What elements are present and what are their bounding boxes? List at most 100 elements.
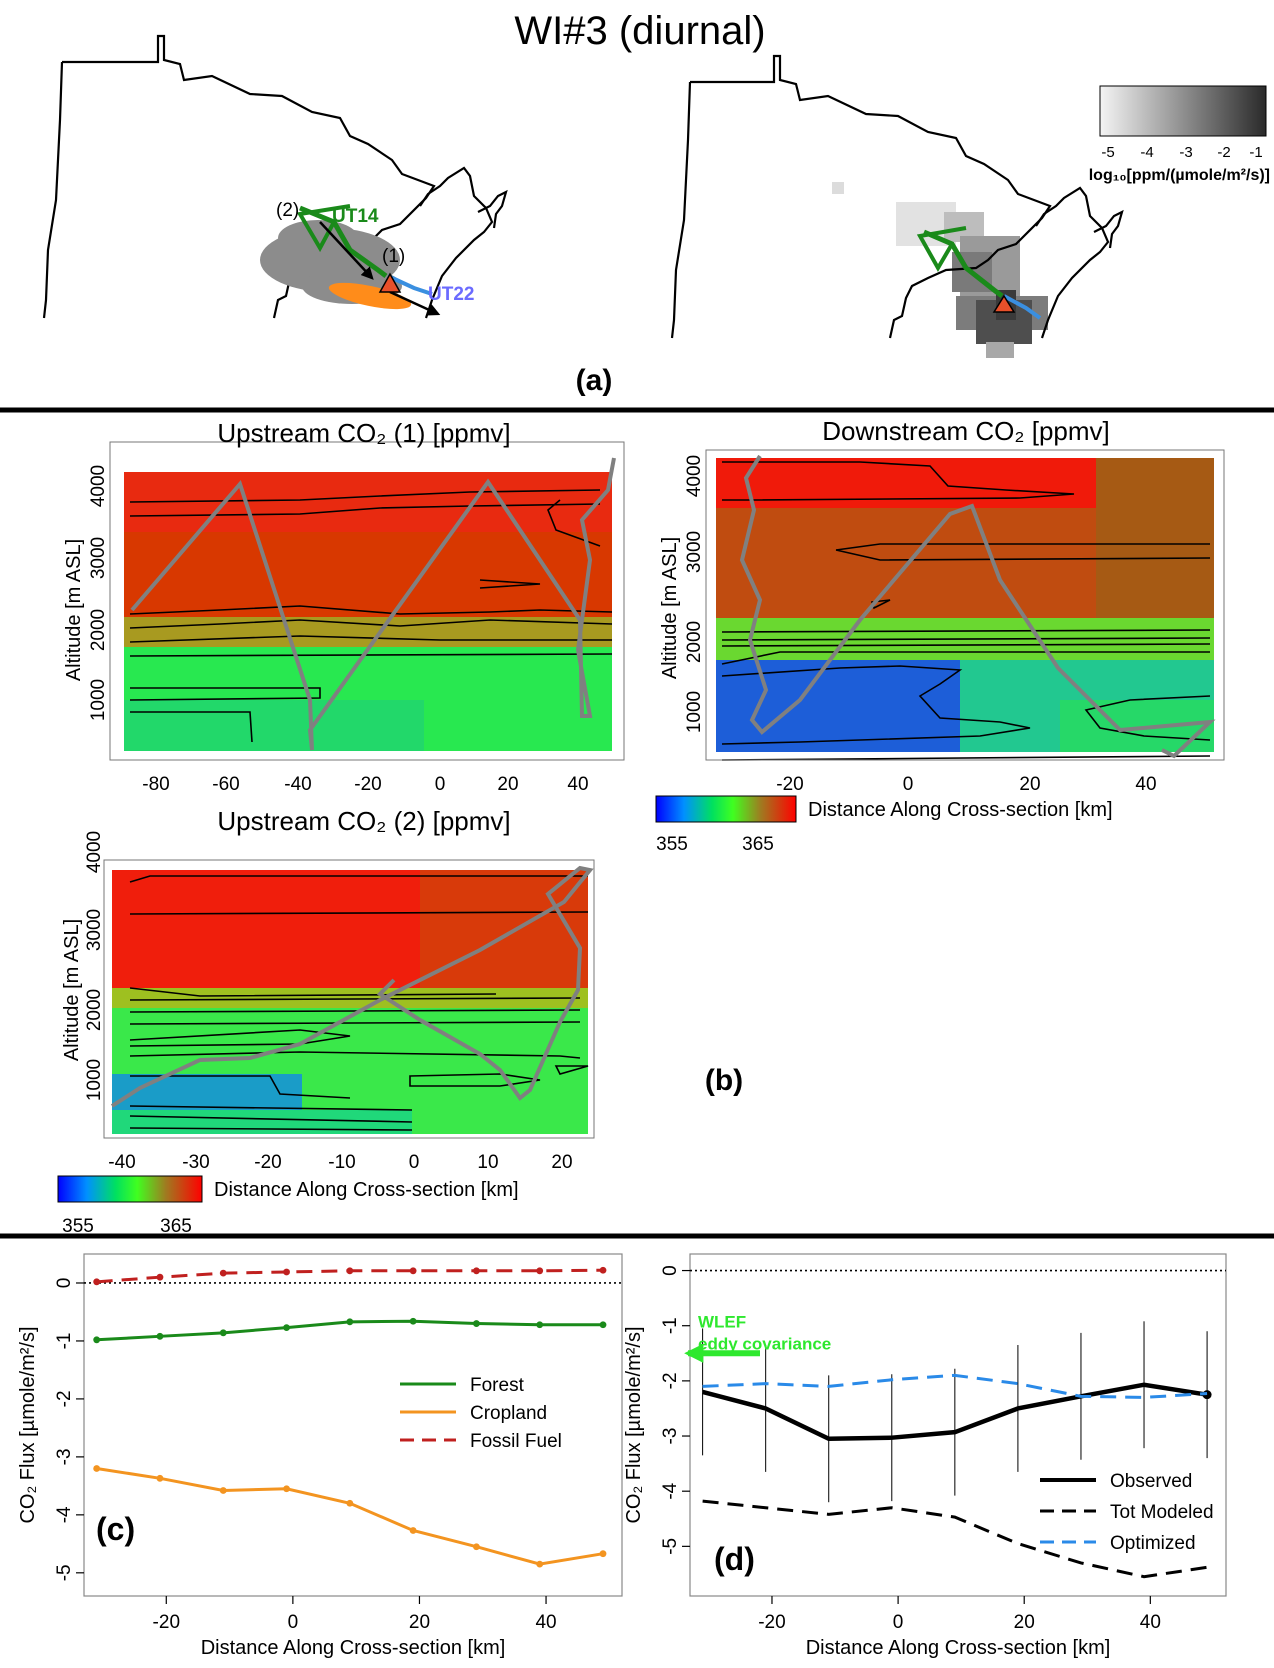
cs2-contours <box>721 461 1211 761</box>
cs3-plot-frame <box>103 859 595 1139</box>
y-tick-label: -1 <box>660 1317 681 1334</box>
map-colorbar-tick: -3 <box>1179 144 1192 161</box>
cs1-ytick: 1000 <box>88 679 109 721</box>
data-point <box>219 1487 227 1494</box>
cs3-field-red-right <box>420 870 588 988</box>
series-line <box>96 1466 604 1566</box>
label-1: (1) <box>382 246 405 267</box>
plot-frame <box>689 1253 1227 1597</box>
y-tick-label: -2 <box>54 1390 75 1407</box>
y-tick-label: -3 <box>54 1448 75 1465</box>
data-point <box>599 1321 607 1329</box>
map-colorbar <box>1099 85 1267 137</box>
y-tick-label: 0 <box>660 1265 681 1276</box>
cs3-xticks: -40 -30 -20 -10 0 10 20 <box>108 1152 572 1173</box>
cs3-ytick: 4000 <box>84 831 105 873</box>
series-line <box>702 1373 1208 1399</box>
legend-label: Cropland <box>470 1403 547 1424</box>
cs3-colorbar-tick: 355 <box>62 1216 94 1237</box>
cs1-xtick: 40 <box>567 774 588 795</box>
cs3-xtick: -20 <box>254 1152 281 1173</box>
panel-label: (d) <box>714 1541 755 1577</box>
cs2-yticks: 1000 2000 3000 4000 <box>684 455 705 733</box>
map-colorbar-tick: -2 <box>1217 144 1230 161</box>
y-tick-label: -5 <box>54 1564 75 1581</box>
cs3-ylabel: Altitude [m ASL] <box>61 919 83 1061</box>
data-point <box>409 1267 417 1275</box>
cs1-plot-frame <box>109 441 625 761</box>
cs1-xtick: -60 <box>212 774 239 795</box>
data-point <box>346 1499 354 1507</box>
y-axis-label: CO₂ Flux [µmole/m²/s] <box>17 1326 39 1523</box>
cs1-ytick: 2000 <box>88 609 109 651</box>
x-tick-label: -20 <box>153 1612 180 1633</box>
cs3-contours <box>129 875 589 1131</box>
cs1-xtick: -80 <box>142 774 169 795</box>
y-axis-label: CO₂ Flux [µmole/m²/s] <box>623 1326 645 1523</box>
cs2-flight-track <box>739 454 1216 759</box>
data-point <box>599 1550 607 1558</box>
cs3-field-teal <box>112 1074 302 1110</box>
map-colorbar-tick: -5 <box>1101 144 1114 161</box>
map-colorbar-tick: -4 <box>1140 144 1153 161</box>
cs2-title: Downstream CO₂ [ppmv] <box>822 416 1110 446</box>
cs2-xlabel: Distance Along Cross-section [km] <box>808 799 1113 821</box>
wind-arrow-1 <box>319 221 374 280</box>
y-tick-label: -3 <box>660 1428 681 1445</box>
green-track-ut14 <box>299 205 388 278</box>
cs2-ytick: 4000 <box>684 455 705 497</box>
data-point <box>473 1320 480 1327</box>
legend-label: Tot Modeled <box>1110 1502 1214 1523</box>
legend-label: Fossil Fuel <box>470 1431 562 1452</box>
cs2-colorbar-tick: 355 <box>656 834 688 855</box>
data-point <box>156 1273 164 1281</box>
peninsula-left <box>477 189 508 229</box>
cross-section-downstream: Downstream CO₂ [ppmv] Altitude [m ASL] 1… <box>655 416 1225 855</box>
cs2-xtick: 0 <box>903 774 914 795</box>
blue-track-right <box>1003 294 1042 320</box>
cs2-ytick: 3000 <box>684 531 705 573</box>
cs2-field-teal <box>1060 700 1214 752</box>
green-track-ut14b <box>296 204 351 253</box>
data-point <box>473 1543 480 1551</box>
map-left: (2) UT14 (1) UT22 <box>42 34 508 319</box>
y-tick-label: -1 <box>54 1332 75 1349</box>
y-tick-label: 0 <box>54 1278 75 1289</box>
cs3-xtick: 0 <box>409 1152 420 1173</box>
tower-triangle-right <box>992 294 1016 313</box>
data-point <box>156 1474 164 1482</box>
green-track-right-b <box>916 226 967 273</box>
annotation-text: WLEF <box>698 1312 746 1331</box>
cs3-ytick: 1000 <box>84 1059 105 1101</box>
cs2-xtick: 40 <box>1135 774 1156 795</box>
orange-particles <box>328 282 412 310</box>
cs1-contours <box>129 489 613 743</box>
data-point <box>536 1321 544 1329</box>
cs3-xtick: -30 <box>182 1152 209 1173</box>
data-point <box>283 1485 290 1493</box>
data-point <box>219 1269 227 1277</box>
cs2-colorbar <box>655 795 797 823</box>
x-axis-label: Distance Along Cross-section [km] <box>806 1637 1111 1659</box>
cs1-ytick: 4000 <box>88 465 109 507</box>
flux-chart-c: -20 0 20 40 0 -1 -2 -3 -4 -5 Distance Along Cross-… <box>17 1253 623 1659</box>
cs3-xtick: 10 <box>477 1152 498 1173</box>
data-point <box>599 1266 607 1274</box>
y-tick-label: -2 <box>660 1372 681 1389</box>
cs3-xtick: 20 <box>551 1152 572 1173</box>
legend-label: Observed <box>1110 1471 1192 1492</box>
panel-label: (c) <box>96 1511 135 1547</box>
x-tick-label: 20 <box>1014 1612 1035 1633</box>
cs3-xtick: -10 <box>328 1152 355 1173</box>
data-point <box>93 1278 101 1286</box>
data-point <box>536 1267 544 1275</box>
data-point <box>93 1465 101 1472</box>
cs3-xtick: -40 <box>108 1152 135 1173</box>
x-axis-label: Distance Along Cross-section [km] <box>201 1637 506 1659</box>
map-colorbar-ticks: -5 -4 -3 -2 -1 <box>1101 144 1262 161</box>
series-line <box>702 1499 1208 1579</box>
label-ut14: UT14 <box>332 206 379 227</box>
label-2: (2) <box>276 200 299 221</box>
legend-label: Optimized <box>1110 1533 1196 1554</box>
